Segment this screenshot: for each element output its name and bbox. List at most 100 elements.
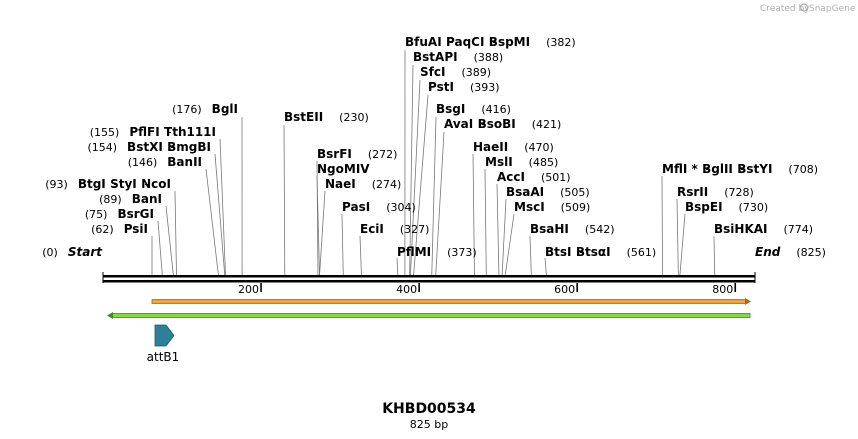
site-pflmi[interactable]: (373) PflMI	[397, 245, 477, 259]
name-separator: -	[484, 35, 504, 49]
site-position: (393)	[470, 81, 500, 94]
site-psii[interactable]: (62) PsiI	[91, 222, 148, 236]
map-title: KHBD00534	[382, 401, 476, 417]
site-position: (421)	[532, 118, 562, 131]
enzyme-name: MflI *	[662, 162, 698, 176]
name-separator: -	[137, 177, 157, 191]
site-position: (825)	[796, 246, 826, 259]
scale-ticks: 200 400 600 800	[238, 283, 737, 296]
site-position: (470)	[524, 141, 554, 154]
scale-tick-label: 400	[396, 283, 417, 296]
site-bstxi[interactable]: (154) BstXI - BmgBI	[87, 140, 211, 154]
name-separator: -	[698, 162, 718, 176]
map-size: 825 bp	[410, 418, 448, 431]
site-msci[interactable]: (509) MscI	[514, 200, 590, 214]
site-bspei[interactable]: (730) BspEI	[685, 200, 768, 214]
name-separator: -	[733, 162, 753, 176]
site-position: (93)	[45, 178, 68, 191]
site-mlfi[interactable]: (708) MflI * - BglII - BstYI	[662, 162, 818, 176]
enzyme-name: HaeII	[473, 140, 508, 154]
leader-line	[316, 175, 320, 276]
site-sfci[interactable]: (389) SfcI	[420, 65, 491, 79]
site-bsrgi[interactable]: (75) BsrGI	[85, 207, 154, 221]
site-bstapi[interactable]: (388) BstAPI	[413, 50, 503, 64]
site-position: (388)	[474, 51, 504, 64]
feature-attB1[interactable]: attB1	[147, 324, 180, 364]
leader-line	[504, 213, 515, 276]
site-bsgi[interactable]: (416) BsgI	[436, 102, 511, 116]
site-pasi[interactable]: (304) PasI	[342, 200, 416, 214]
enzyme-name: StyI	[110, 177, 137, 191]
leader-line	[713, 235, 716, 276]
enzyme-name: PstI	[428, 80, 454, 94]
site-haeii[interactable]: (470) HaeII	[473, 140, 554, 154]
enzyme-name: BsrFI	[317, 147, 352, 161]
enzyme-name: BmgBI	[167, 140, 211, 154]
site-psti[interactable]: (393) PstI	[428, 80, 500, 94]
leader-line	[501, 198, 507, 276]
scale-tick-label: 200	[238, 283, 259, 296]
site-position: (505)	[560, 186, 590, 199]
leader-line	[431, 116, 437, 276]
site-bfuai[interactable]: (382) BfuAI - PaqCI - BspMI	[405, 35, 576, 49]
enzyme-name: BglII	[702, 162, 733, 176]
site-end[interactable]: (825) End	[755, 245, 826, 259]
site-msli[interactable]: (485) MslI	[485, 155, 558, 169]
enzyme-name: AvaI	[444, 117, 473, 131]
site-btgi[interactable]: (93) BtgI - StyI - NcoI	[45, 177, 171, 191]
enzyme-name: BstEII	[284, 110, 323, 124]
site-position: (75)	[85, 208, 108, 221]
enzyme-name: NcoI	[141, 177, 171, 191]
site-position: (274)	[372, 178, 402, 191]
site-banii[interactable]: (146) BanII	[128, 155, 202, 169]
name-separator: -	[160, 125, 180, 139]
site-rsrii[interactable]: (728) RsrII	[677, 185, 754, 199]
site-position: (389)	[461, 66, 491, 79]
enzyme-name: BstXI	[127, 140, 163, 154]
site-bsrfi[interactable]: (272) BsrFI	[317, 147, 397, 161]
site-start[interactable]: (0) Start	[42, 245, 103, 259]
site-btsi[interactable]: (561) BtsI - BtsαI	[545, 245, 656, 259]
site-position: (176)	[172, 103, 202, 116]
leader-line	[165, 205, 174, 276]
site-bgli[interactable]: (176) BglI	[172, 102, 238, 116]
leader-line	[472, 153, 475, 276]
site-position: (230)	[339, 111, 369, 124]
site-naei[interactable]: (274) NaeI	[325, 177, 401, 191]
enzyme-name: BstAPI	[413, 50, 458, 64]
site-bsahi[interactable]: (542) BsaHI	[530, 222, 615, 236]
enzyme-name: BstYI	[737, 162, 772, 176]
snapgene-logo-icon	[799, 3, 809, 12]
site-bsteii[interactable]: (230) BstEII	[284, 110, 369, 124]
site-position: (154)	[87, 141, 117, 154]
site-avai[interactable]: (421) AvaI - BsoBI	[444, 117, 561, 131]
feature-green-arrow[interactable]	[107, 312, 751, 319]
enzyme-name: BspEI	[685, 200, 723, 214]
site-ngomiv[interactable]: NgoMIV	[317, 162, 370, 176]
name-separator: -	[572, 245, 592, 259]
leader-line	[219, 138, 226, 276]
enzyme-name: BtsI	[545, 245, 572, 259]
leader-line	[396, 257, 399, 276]
leader-line	[359, 235, 362, 276]
site-bsaai[interactable]: (505) BsaAI	[506, 185, 590, 199]
leader-line	[679, 213, 686, 276]
site-bani[interactable]: (89) BanI	[99, 192, 162, 206]
site-acci[interactable]: (501) AccI	[497, 170, 571, 184]
enzyme-name: BsaAI	[506, 185, 544, 199]
name-separator: -	[106, 177, 126, 191]
enzyme-name: PasI	[342, 200, 370, 214]
leader-line	[529, 235, 532, 276]
enzyme-name: BfuAI	[405, 35, 442, 49]
leader-line	[205, 168, 219, 276]
attb1-label: attB1	[147, 350, 180, 364]
leader-line	[409, 64, 414, 276]
site-position: (155)	[90, 126, 120, 139]
credit-text: Created by	[760, 4, 810, 14]
site-ecii[interactable]: (327) EciI	[360, 222, 429, 236]
site-bsihkai[interactable]: (774) BsiHKAI	[714, 222, 813, 236]
enzyme-name: End	[755, 245, 781, 259]
feature-orange-arrow[interactable]	[151, 298, 751, 305]
site-position: (416)	[481, 103, 511, 116]
site-pflfi[interactable]: (155) PflFI - Tth111I	[90, 125, 216, 139]
